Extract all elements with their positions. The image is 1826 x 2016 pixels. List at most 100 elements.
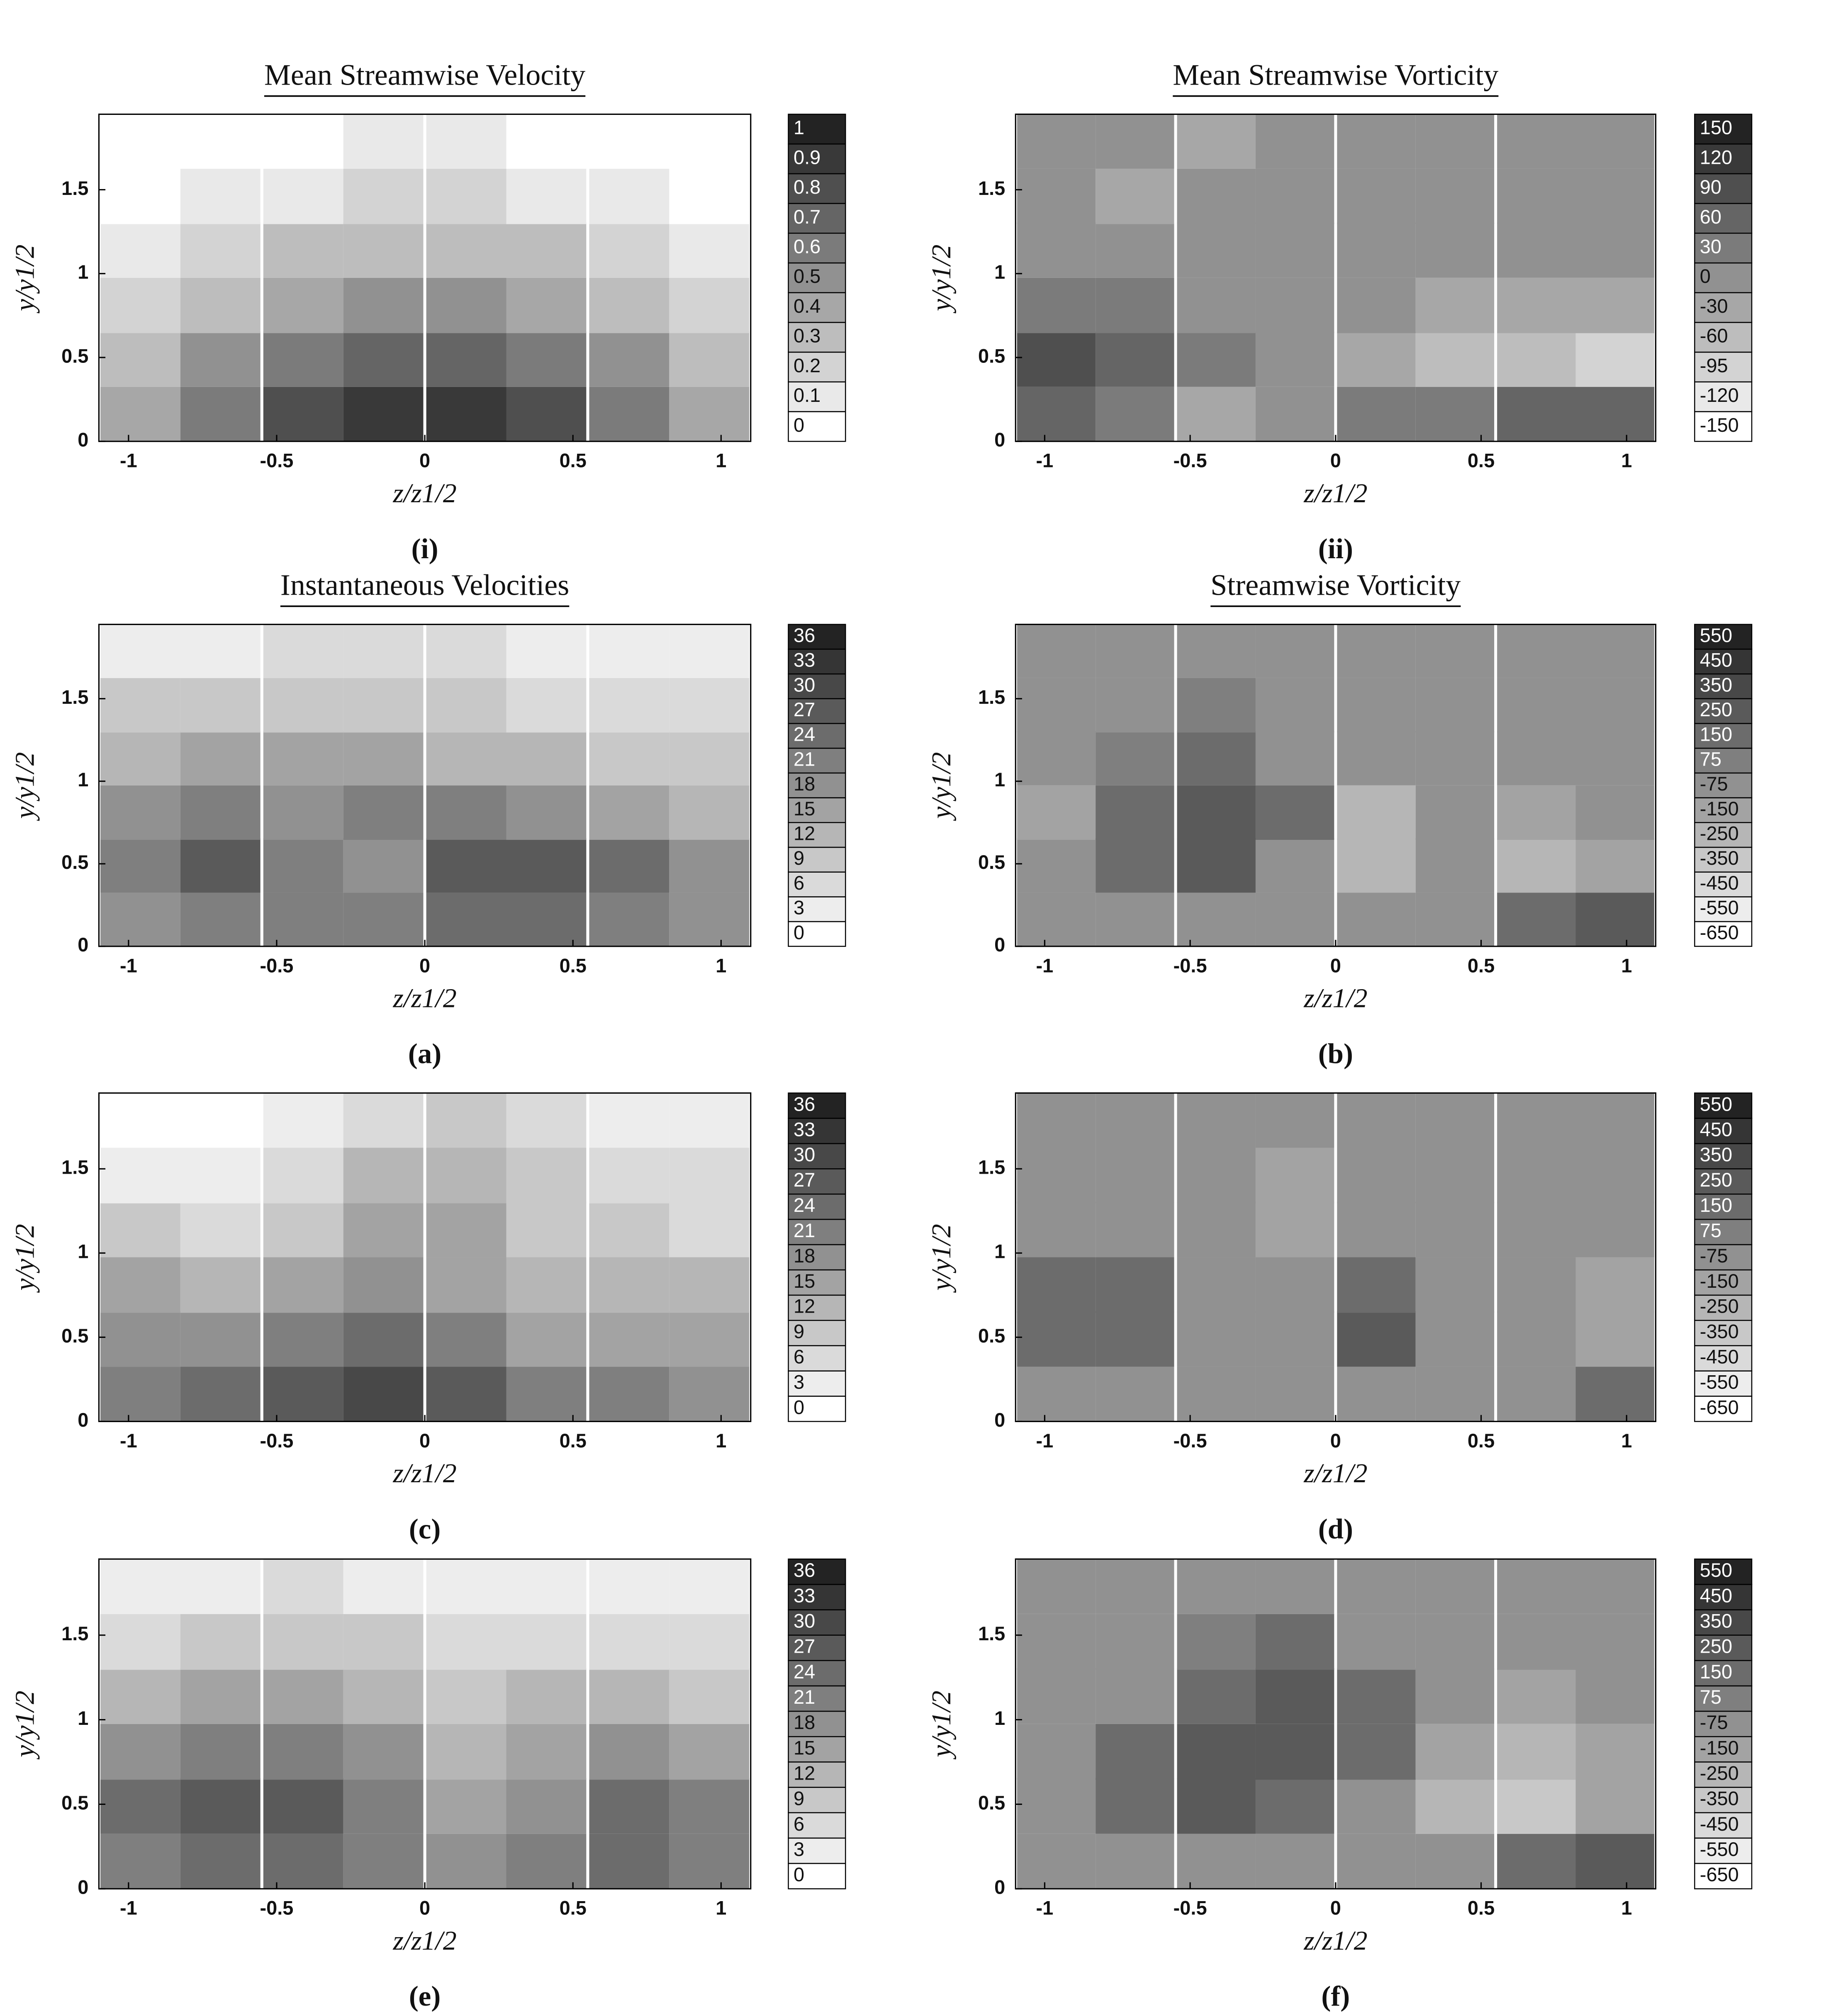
colorbar-swatch bbox=[788, 772, 846, 798]
x-tick-label: -0.5 bbox=[260, 1430, 294, 1452]
panel-caption: (e) bbox=[409, 1980, 441, 2012]
colorbar-label: 36 bbox=[794, 1093, 815, 1115]
field-cell bbox=[1415, 1148, 1495, 1204]
x-tick-label: -1 bbox=[120, 1430, 137, 1452]
x-tick-label: 1 bbox=[716, 450, 726, 472]
y-tick-label: 1.5 bbox=[61, 177, 88, 199]
x-tick-label: -0.5 bbox=[1174, 1897, 1207, 1919]
field-cell bbox=[589, 1311, 670, 1367]
colorbar-swatch bbox=[1694, 262, 1753, 293]
colorbar-swatch bbox=[788, 114, 846, 145]
field-cell bbox=[506, 114, 587, 169]
field-cell bbox=[1415, 1668, 1495, 1724]
field-cell bbox=[180, 277, 261, 333]
colorbar-label: 550 bbox=[1700, 1559, 1732, 1581]
field-cell bbox=[1017, 1093, 1096, 1148]
field-cell bbox=[669, 1367, 750, 1422]
y-axis-label: y/y1/2 bbox=[926, 752, 957, 821]
field-cell bbox=[1337, 892, 1416, 946]
y-tick-label: 1.5 bbox=[61, 1622, 88, 1644]
field-cell bbox=[1497, 387, 1576, 442]
field-cell bbox=[506, 168, 587, 224]
field-cell bbox=[343, 1778, 424, 1834]
field-cell bbox=[180, 114, 261, 169]
y-tick-label: 0 bbox=[78, 429, 88, 451]
colorbar-label: 33 bbox=[794, 1584, 815, 1606]
x-tick-label: -0.5 bbox=[1174, 954, 1207, 976]
x-tick-label: 0 bbox=[419, 1430, 430, 1452]
colorbar-label: 6 bbox=[794, 1346, 804, 1368]
field-cell bbox=[1017, 678, 1096, 733]
y-tick-label: 0 bbox=[78, 934, 88, 956]
y-tick-label: 1.5 bbox=[978, 686, 1005, 708]
field-cell bbox=[1096, 1311, 1174, 1367]
x-tick-label: 1 bbox=[1621, 1897, 1632, 1919]
field-cell bbox=[1497, 1724, 1576, 1780]
field-cell bbox=[1575, 678, 1654, 733]
colorbar-swatch bbox=[788, 262, 846, 293]
field-cell bbox=[1415, 1201, 1495, 1257]
field-cell bbox=[1096, 1367, 1174, 1422]
x-tick-label: 1 bbox=[716, 954, 726, 976]
colorbar-swatch bbox=[788, 173, 846, 204]
colorbar-swatch bbox=[788, 292, 846, 323]
x-axis-label: z/z1/2 bbox=[1303, 1458, 1367, 1488]
field-cell bbox=[589, 1093, 670, 1148]
field-cell bbox=[1017, 1834, 1096, 1889]
field-cell bbox=[426, 1778, 506, 1834]
field-cell bbox=[1255, 678, 1334, 733]
field-cell bbox=[506, 1148, 587, 1204]
panel-title: Mean Streamwise Velocity bbox=[264, 58, 585, 91]
field-cell bbox=[263, 387, 343, 442]
x-tick-label: 0.5 bbox=[1468, 450, 1495, 472]
colorbar-label: 90 bbox=[1700, 176, 1721, 198]
colorbar-swatch bbox=[1694, 723, 1753, 749]
field-cell bbox=[1177, 892, 1256, 946]
field-cell bbox=[1575, 785, 1654, 840]
field-cell bbox=[1337, 1311, 1416, 1367]
colorbar-label: 3 bbox=[794, 1838, 804, 1860]
colorbar-label: 450 bbox=[1700, 649, 1732, 671]
field-cell bbox=[1415, 1093, 1495, 1148]
field-cell bbox=[1497, 277, 1576, 333]
y-tick-label: 1.5 bbox=[61, 686, 88, 708]
field-cell bbox=[343, 1093, 424, 1148]
field-cell bbox=[506, 1724, 587, 1780]
field-cell bbox=[100, 1724, 180, 1780]
field-cell bbox=[1415, 1834, 1495, 1889]
field-cell bbox=[1017, 1311, 1096, 1367]
colorbar-swatch bbox=[1694, 871, 1753, 897]
colorbar-label: -250 bbox=[1700, 1295, 1739, 1317]
colorbar-label: 21 bbox=[794, 1219, 815, 1241]
x-tick-label: 0.5 bbox=[1468, 954, 1495, 976]
field-cell bbox=[1255, 1201, 1334, 1257]
colorbar-label: 12 bbox=[794, 1295, 815, 1317]
y-tick-label: 1 bbox=[994, 1240, 1005, 1262]
contour-field bbox=[100, 1093, 750, 1422]
x-tick-label: -1 bbox=[1036, 954, 1054, 976]
field-cell bbox=[506, 785, 587, 840]
colorbar-swatch bbox=[788, 1584, 846, 1610]
y-tick-label: 1 bbox=[994, 261, 1005, 283]
field-cell bbox=[506, 1778, 587, 1834]
colorbar-label: 0.8 bbox=[794, 176, 820, 198]
field-cell bbox=[1497, 114, 1576, 169]
field-cell bbox=[1255, 1311, 1334, 1367]
field-cell bbox=[1255, 731, 1334, 785]
field-cell bbox=[1575, 1201, 1654, 1257]
field-cell bbox=[1497, 1778, 1576, 1834]
field-cell bbox=[100, 1257, 180, 1313]
field-cell bbox=[1575, 331, 1654, 387]
field-cell bbox=[589, 892, 670, 946]
colorbar-swatch bbox=[1694, 698, 1753, 724]
colorbar-swatch bbox=[1694, 846, 1753, 873]
colorbar-swatch bbox=[788, 1812, 846, 1839]
field-cell bbox=[1255, 1614, 1334, 1670]
colorbar-swatch bbox=[788, 411, 846, 442]
field-cell bbox=[1096, 1668, 1174, 1724]
colorbar-swatch bbox=[1694, 1736, 1753, 1763]
colorbar-swatch bbox=[1694, 649, 1753, 675]
field-cell bbox=[669, 1311, 750, 1367]
field-cell bbox=[1017, 838, 1096, 893]
colorbar-label: -650 bbox=[1700, 1396, 1739, 1418]
